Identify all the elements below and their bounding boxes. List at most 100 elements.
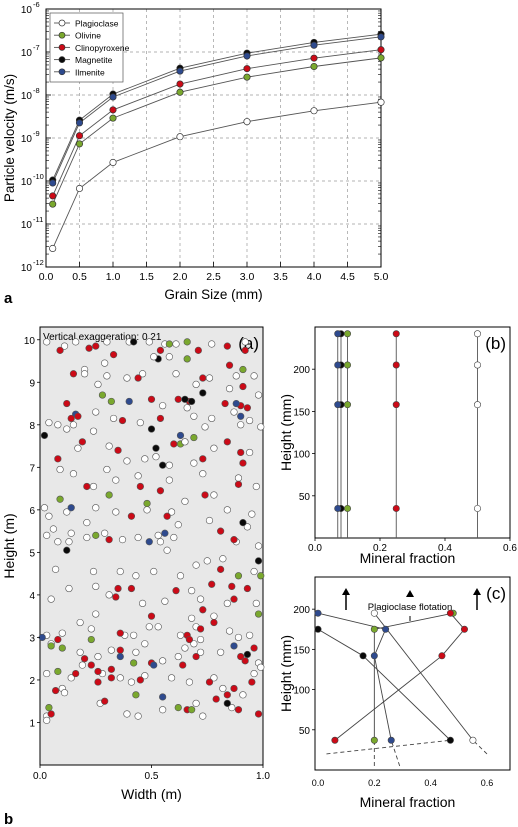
grain-point [237, 421, 245, 429]
grain-point [78, 438, 86, 446]
grain-point [63, 399, 71, 408]
velocity-chart: 0.0 0.5 1.0 1.5 2.0 2.5 3.0 3.5 4.0 4.5 5.010-1210… [2, 0, 388, 302]
data-point [109, 93, 117, 101]
grain-point [60, 689, 69, 697]
grain-point [156, 538, 165, 546]
grain-point [54, 538, 62, 546]
x-tick-label: 0.0 [33, 771, 47, 782]
grain-point [223, 599, 231, 608]
y-tick-label: 5 [29, 548, 35, 559]
grain-point [190, 433, 198, 442]
grain-point [199, 374, 207, 382]
x-tick-label: 1.0 [106, 271, 121, 283]
grain-point [225, 627, 234, 635]
x-tick-label: 3.0 [240, 271, 255, 283]
grain-point [225, 385, 234, 393]
grain-point [134, 472, 142, 480]
grain-point [43, 338, 51, 346]
x-tick-label: 0.6 [481, 778, 494, 788]
grain-point [237, 448, 245, 457]
grain-point [239, 365, 247, 374]
grain-point [163, 512, 171, 520]
grain-point [145, 623, 153, 631]
grain-point [89, 427, 98, 435]
y-tick-label: 8 [29, 421, 35, 432]
data-point [331, 736, 339, 744]
grain-point [67, 414, 75, 423]
grain-point [69, 370, 78, 378]
y-tick-label: 50 [299, 726, 311, 737]
grain-point [132, 572, 140, 580]
grain-point [101, 359, 109, 367]
data-point [377, 54, 385, 62]
grain-point [43, 716, 51, 724]
grain-point [52, 686, 60, 695]
grain-point [208, 414, 216, 423]
grain-point [254, 710, 263, 718]
grain-point [109, 414, 118, 423]
grain-point [152, 444, 160, 452]
grain-point [190, 459, 198, 467]
grain-point [237, 652, 245, 661]
grain-point [176, 572, 185, 580]
grain-point [94, 380, 102, 389]
legend-label: Clinopyroxene [75, 43, 130, 53]
data-point [392, 361, 400, 369]
legend-swatch-marker [58, 56, 66, 63]
series-segment [373, 655, 392, 741]
grain-point [134, 533, 142, 542]
grain-point [199, 389, 207, 397]
grain-point [147, 612, 156, 620]
series-segment [334, 655, 443, 741]
grain-point [176, 431, 185, 440]
grain-point [127, 678, 136, 686]
grain-point [92, 610, 100, 618]
x-tick-label: 1.0 [256, 771, 270, 782]
grain-point [201, 491, 209, 499]
data-point [49, 192, 57, 200]
grain-point [210, 674, 218, 682]
y-tick-exponent: -9 [33, 129, 40, 138]
x-tick-label: 5.0 [374, 271, 389, 283]
grain-point [156, 414, 165, 423]
grain-point [132, 691, 140, 699]
data-point [359, 652, 367, 660]
grain-point [47, 642, 55, 650]
grain-point [141, 672, 149, 680]
x-tick-label: 0.0 [39, 271, 54, 283]
grain-point [69, 421, 78, 429]
y-axis-title: Height (mm) [278, 635, 294, 712]
grain-point [150, 353, 158, 361]
grain-point [107, 397, 115, 406]
grain-point [156, 487, 165, 495]
grain-point [76, 618, 84, 627]
plot-frame [314, 326, 511, 539]
data-point [392, 504, 400, 512]
grain-point [165, 461, 173, 469]
grain-point [127, 512, 136, 520]
grain-point [239, 382, 247, 391]
grain-point [239, 459, 247, 467]
legend-swatch-marker [58, 19, 66, 27]
grain-point [118, 416, 127, 425]
grain-point [241, 346, 249, 354]
grain-point [250, 669, 258, 678]
y-tick-label: 50 [299, 492, 311, 503]
data-point [473, 401, 481, 409]
panel-tag: (b) [485, 334, 506, 353]
grain-point [196, 595, 205, 603]
grain-point [118, 536, 127, 544]
grain-point [165, 340, 173, 348]
y-tick-label: 100 [293, 450, 310, 461]
grain-point [92, 582, 100, 590]
grain-point [56, 465, 64, 474]
y-tick-label: 1 [29, 718, 35, 729]
data-point [469, 736, 477, 744]
grain-point [174, 395, 182, 403]
grain-point [67, 529, 75, 537]
grain-point [105, 536, 113, 544]
x-tick-label: 0.2 [373, 543, 387, 554]
grain-point [150, 567, 158, 576]
grain-point [199, 606, 207, 614]
grain-point [234, 474, 243, 482]
